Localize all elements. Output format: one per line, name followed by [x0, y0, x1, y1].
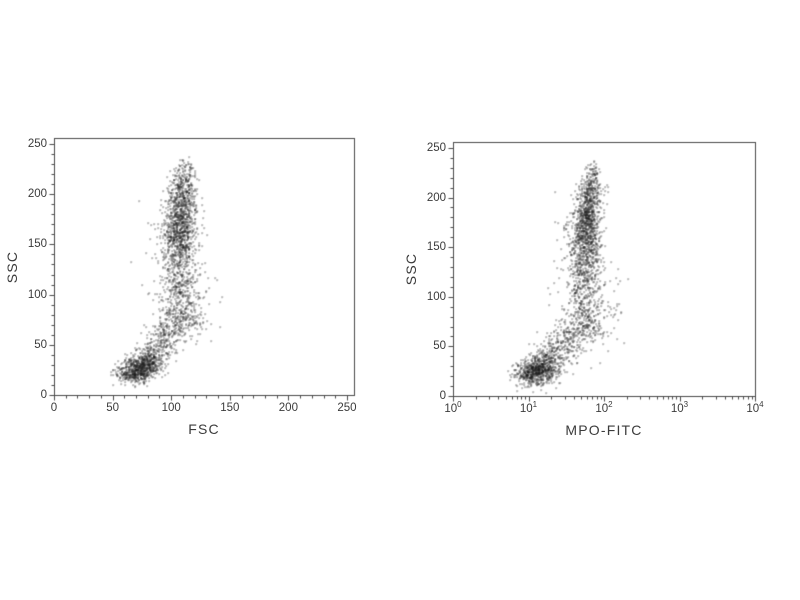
fsc-ssc-points-canvas: [40, 124, 368, 409]
y-tick-label-250: 250: [426, 141, 446, 154]
y-tick-label-50: 50: [433, 340, 446, 353]
y-tick-label-100: 100: [426, 290, 446, 303]
x-tick-label-10e2: 102: [595, 400, 613, 415]
y-tick-label-200: 200: [27, 188, 47, 201]
y-tick-label-0: 0: [40, 389, 47, 401]
x-tick-label-10e3: 103: [670, 400, 689, 415]
ssc-axis-label-right: SSC: [403, 252, 419, 286]
x-tick-label-50: 50: [106, 402, 119, 414]
x-tick-label-0: 0: [50, 402, 58, 414]
x-tick-label-10e1: 101: [519, 400, 538, 415]
y-tick-label-150: 150: [27, 238, 47, 251]
x-tick-label-150: 150: [220, 402, 240, 414]
y-tick-label-200: 200: [426, 191, 446, 204]
x-tick-label-100: 100: [161, 402, 181, 414]
x-tick-label-250: 250: [337, 402, 357, 414]
y-tick-label-50: 50: [34, 338, 47, 351]
x-tick-label-10e4: 104: [746, 400, 764, 415]
x-tick-label-200: 200: [278, 402, 298, 414]
mpo-fitc-points-canvas: [439, 128, 769, 410]
y-tick-label-250: 250: [27, 138, 47, 151]
y-tick-label-0: 0: [439, 390, 446, 402]
fsc-axis-label: FSC: [188, 421, 220, 437]
y-tick-label-100: 100: [27, 288, 47, 301]
y-tick-label-150: 150: [426, 241, 446, 254]
ssc-axis-label-left: SSC: [4, 250, 20, 283]
mpo-fitc-axis-label: MPO-FITC: [565, 422, 643, 438]
x-tick-label-10e0: 100: [444, 400, 462, 415]
